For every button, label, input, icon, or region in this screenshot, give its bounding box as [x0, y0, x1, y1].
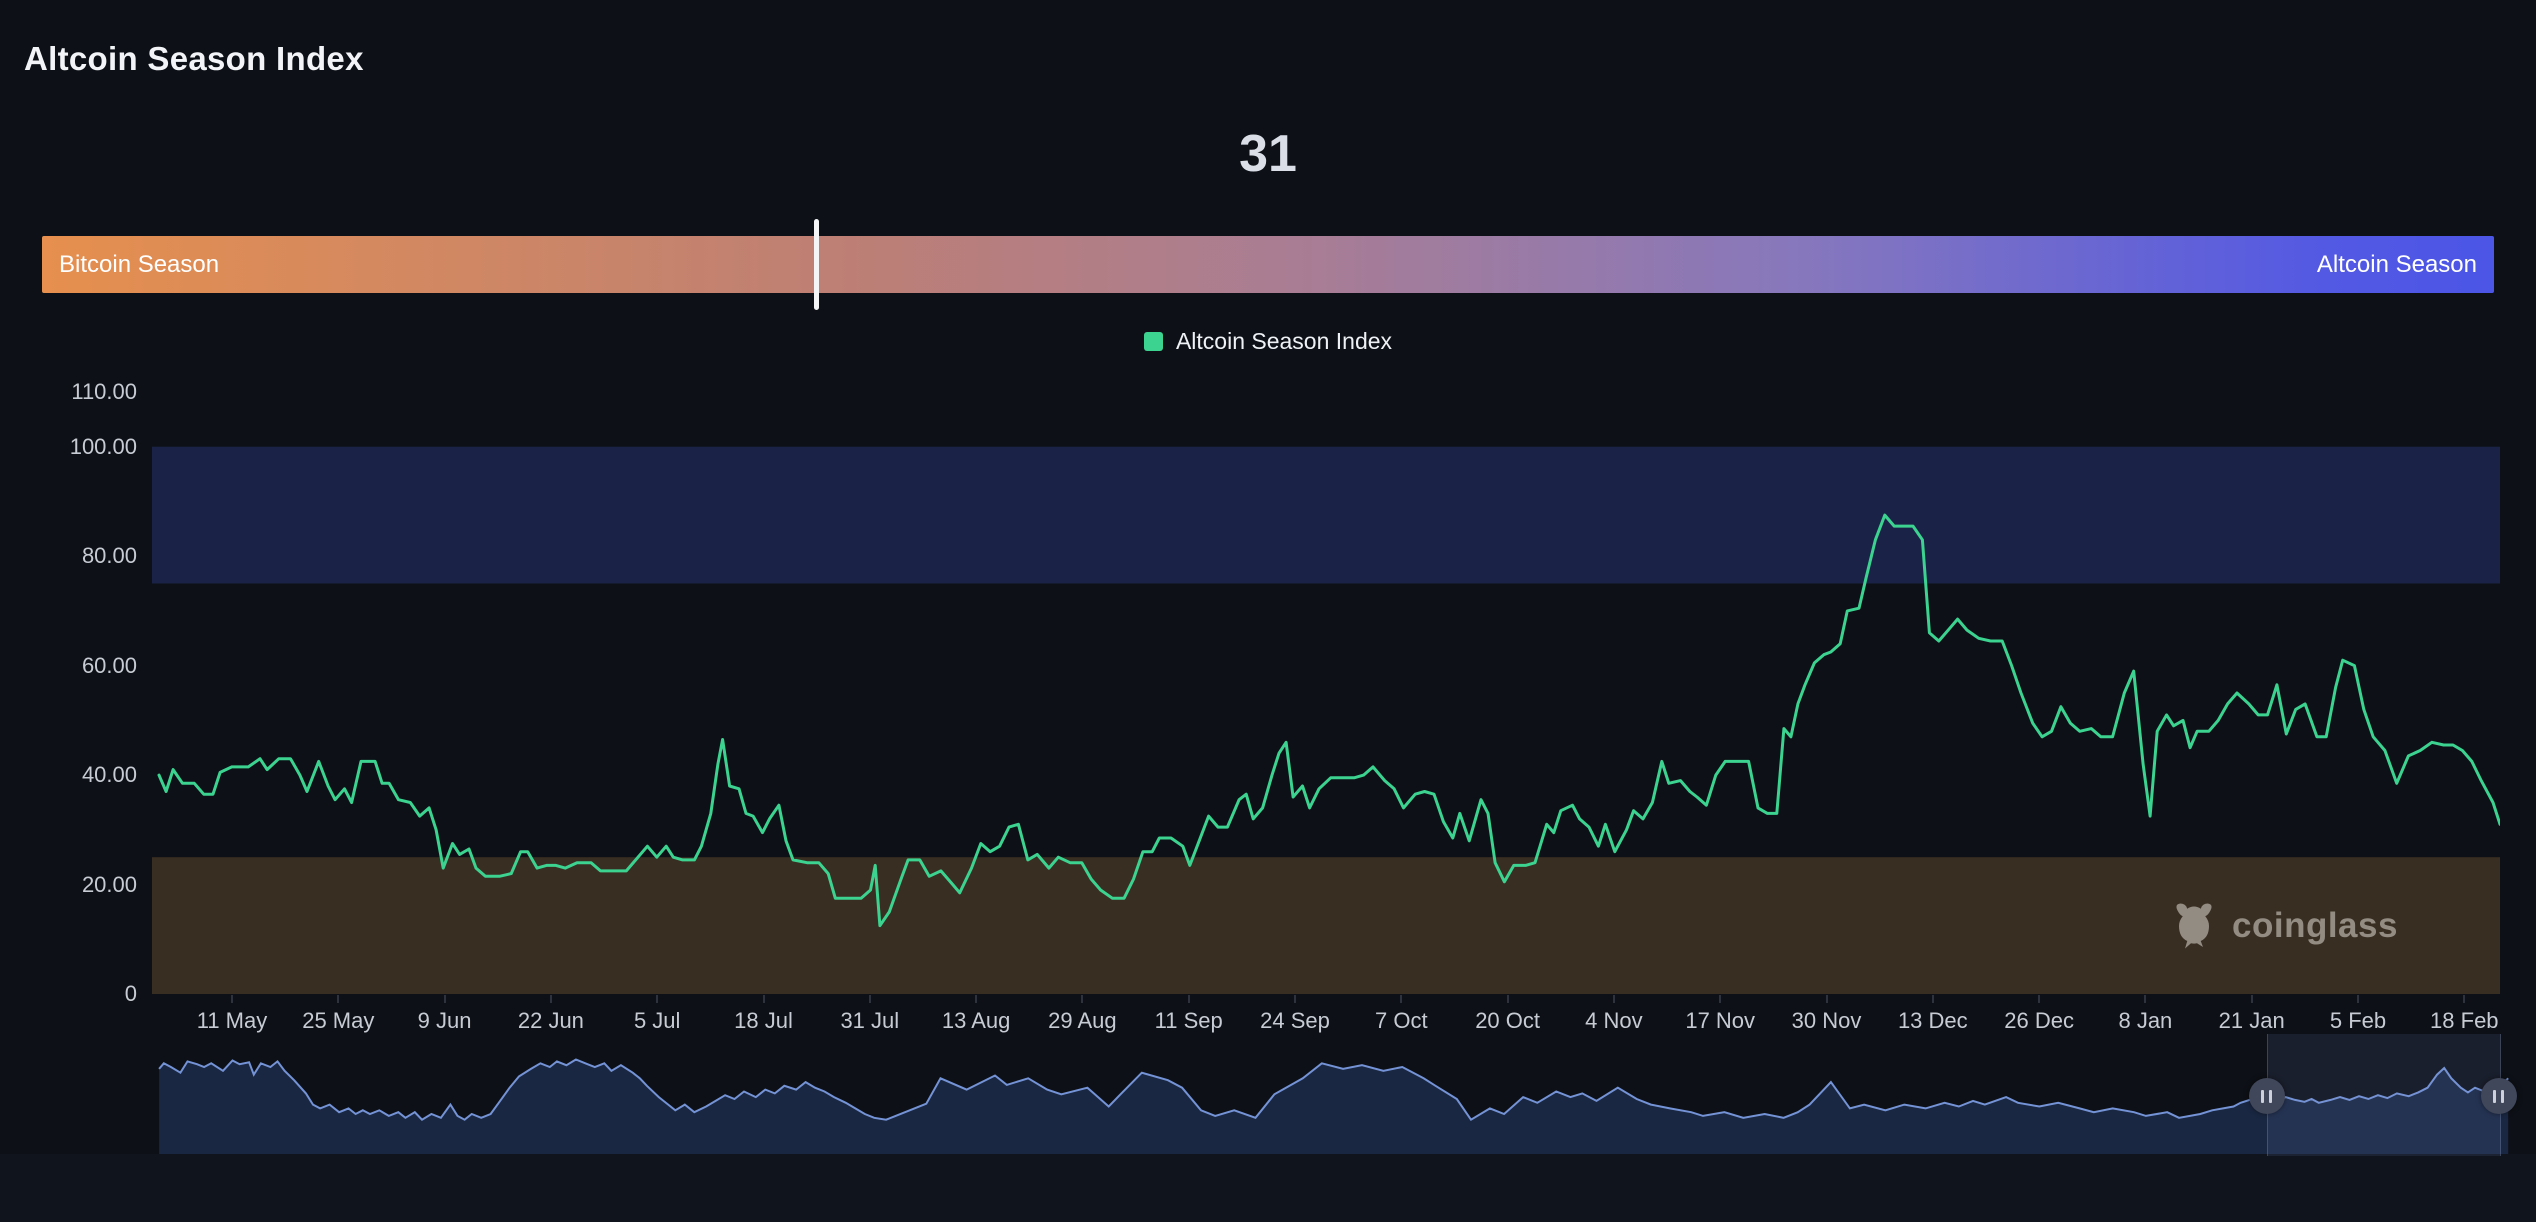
navigator-area-fill [159, 1059, 2509, 1154]
x-axis-label: 26 Dec [2004, 1008, 2074, 1033]
x-axis-tick [2463, 995, 2466, 1003]
legend-item-altcoin-season-index[interactable]: Altcoin Season Index [0, 328, 2536, 355]
x-axis-label: 11 Sep [1154, 1008, 1223, 1033]
y-axis-label: 40.00 [81, 762, 137, 788]
gauge-right-label: Altcoin Season [2316, 250, 2477, 278]
y-axis-label: 20.00 [81, 871, 137, 897]
x-axis-label: 25 May [302, 1008, 375, 1033]
x-axis-label: 20 Oct [1475, 1008, 1540, 1033]
main-chart-plot[interactable] [152, 392, 2500, 994]
x-axis-tick [443, 995, 446, 1003]
x-axis-tick [1400, 995, 1403, 1003]
y-axis-label: 80.00 [81, 543, 137, 569]
gauge-left-label: Bitcoin Season [59, 250, 220, 278]
x-axis-tick [2038, 995, 2041, 1003]
x-axis-tick [762, 995, 765, 1003]
x-axis-tick [1825, 995, 1828, 1003]
navigator-right-handle[interactable] [2480, 1078, 2517, 1114]
x-axis-tick [975, 995, 978, 1003]
x-axis-label: 11 May [196, 1008, 268, 1033]
x-axis-tick [1506, 995, 1509, 1003]
x-axis-label: 18 Jul [734, 1008, 793, 1033]
x-axis-label: 8 Jan [2118, 1008, 2173, 1033]
coinglass-wordmark: coinglass [2232, 906, 2398, 945]
x-axis-tick [549, 995, 552, 1003]
y-axis-label: 0 [124, 981, 137, 1006]
x-axis-tick [1187, 995, 1190, 1003]
season-gauge-bar: Bitcoin Season Altcoin Season [42, 236, 2494, 293]
x-axis-label: 13 Aug [941, 1008, 1011, 1033]
coinglass-watermark: coinglass [2170, 900, 2398, 952]
navigator-line [158, 1058, 2509, 1122]
x-axis-tick [1294, 995, 1296, 1003]
navigator-selection-window[interactable] [2266, 1034, 2501, 1156]
x-axis-tick [1081, 995, 1084, 1003]
x-axis-tick [2250, 995, 2253, 1003]
x-axis-label: 9 Jun [417, 1008, 472, 1033]
x-axis-tick [2357, 995, 2359, 1003]
x-axis-label: 5 Feb [2329, 1008, 2387, 1033]
x-axis-tick [656, 995, 659, 1003]
x-axis-tick [1612, 995, 1615, 1003]
x-axis-label: 17 Nov [1685, 1008, 1756, 1033]
y-axis-label: 110.00 [71, 379, 137, 404]
x-axis-tick [2144, 995, 2147, 1003]
x-axis-label: 29 Aug [1048, 1008, 1117, 1033]
navigator-left-handle[interactable] [2248, 1078, 2285, 1114]
x-axis-tick [1719, 995, 1722, 1003]
x-axis-tick [231, 995, 233, 1003]
gauge-marker [814, 219, 820, 310]
bitcoin-season-zone [152, 857, 2500, 994]
legend-label: Altcoin Season Index [1175, 328, 1393, 354]
x-axis-tick [1931, 995, 1934, 1003]
x-axis-tick [868, 995, 871, 1003]
x-axis-label: 4 Nov [1585, 1008, 1643, 1033]
x-axis-label: 13 Dec [1897, 1008, 1968, 1033]
y-axis-label: 60.00 [81, 652, 137, 678]
navigator-mini-chart[interactable] [152, 1046, 2520, 1154]
x-axis-label: 21 Jan [2218, 1008, 2285, 1033]
x-axis-label: 24 Sep [1260, 1008, 1330, 1033]
gauge-current-value: 31 [1239, 125, 1297, 183]
x-axis-label: 30 Nov [1791, 1008, 1862, 1033]
x-axis-label: 31 Jul [840, 1008, 900, 1033]
altcoin-season-index-line [157, 513, 2500, 928]
coinglass-bull-logo-icon [2176, 903, 2212, 949]
x-axis-tick [337, 995, 340, 1003]
x-axis-label: 7 Oct [1375, 1008, 1428, 1033]
x-axis-label: 22 Jun [517, 1008, 584, 1033]
legend-swatch-icon [1143, 332, 1163, 351]
navigator-lower-margin [0, 1154, 2536, 1222]
x-axis-label: 5 Jul [633, 1008, 681, 1033]
x-axis-label: 18 Feb [2430, 1008, 2499, 1033]
page-title: Altcoin Season Index [24, 40, 364, 78]
y-axis-label: 100.00 [69, 433, 137, 459]
altcoin-season-zone [152, 446, 2500, 584]
